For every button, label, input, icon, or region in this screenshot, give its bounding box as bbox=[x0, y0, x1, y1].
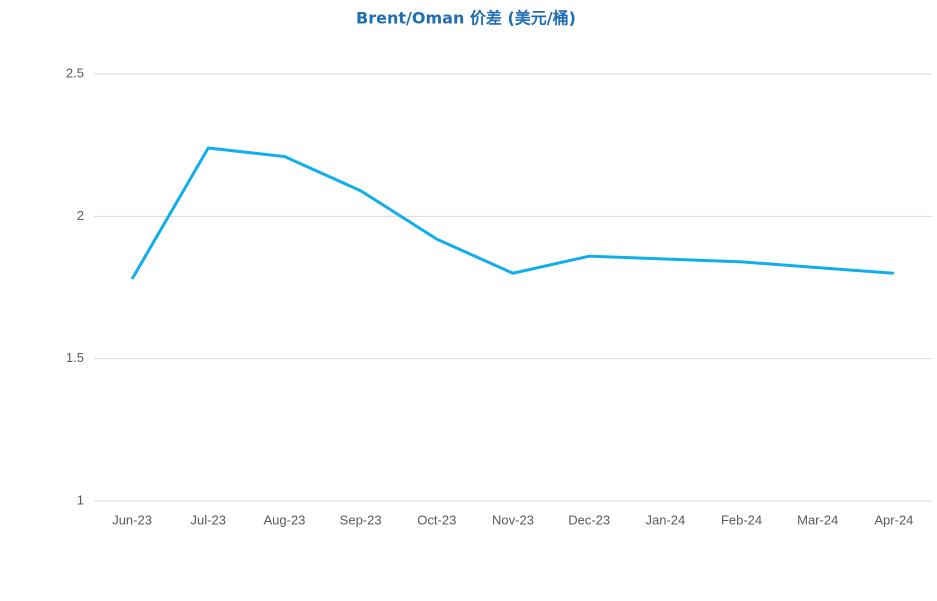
y-tick-label: 1 bbox=[77, 492, 84, 507]
x-tick-label: Oct-23 bbox=[417, 512, 456, 527]
x-tick-label: Jan-24 bbox=[645, 512, 685, 527]
x-tick-label: Aug-23 bbox=[263, 512, 305, 527]
x-tick-label: Feb-24 bbox=[721, 512, 762, 527]
x-tick-label: Jul-23 bbox=[191, 512, 226, 527]
data-line bbox=[130, 146, 895, 280]
x-tick-label: Apr-24 bbox=[874, 512, 913, 527]
y-tick-label: 2 bbox=[77, 208, 84, 223]
x-tick-label: Sep-23 bbox=[340, 512, 382, 527]
x-tick-label: Jun-23 bbox=[112, 512, 152, 527]
chart-title: Brent/Oman 价差 (美元/桶) bbox=[356, 9, 576, 28]
x-tick-label: Mar-24 bbox=[797, 512, 838, 527]
x-tick-label: Dec-23 bbox=[568, 512, 610, 527]
x-tick-label: Nov-23 bbox=[492, 512, 534, 527]
y-tick-label: 2.5 bbox=[66, 65, 84, 80]
y-tick-label: 1.5 bbox=[66, 350, 84, 365]
